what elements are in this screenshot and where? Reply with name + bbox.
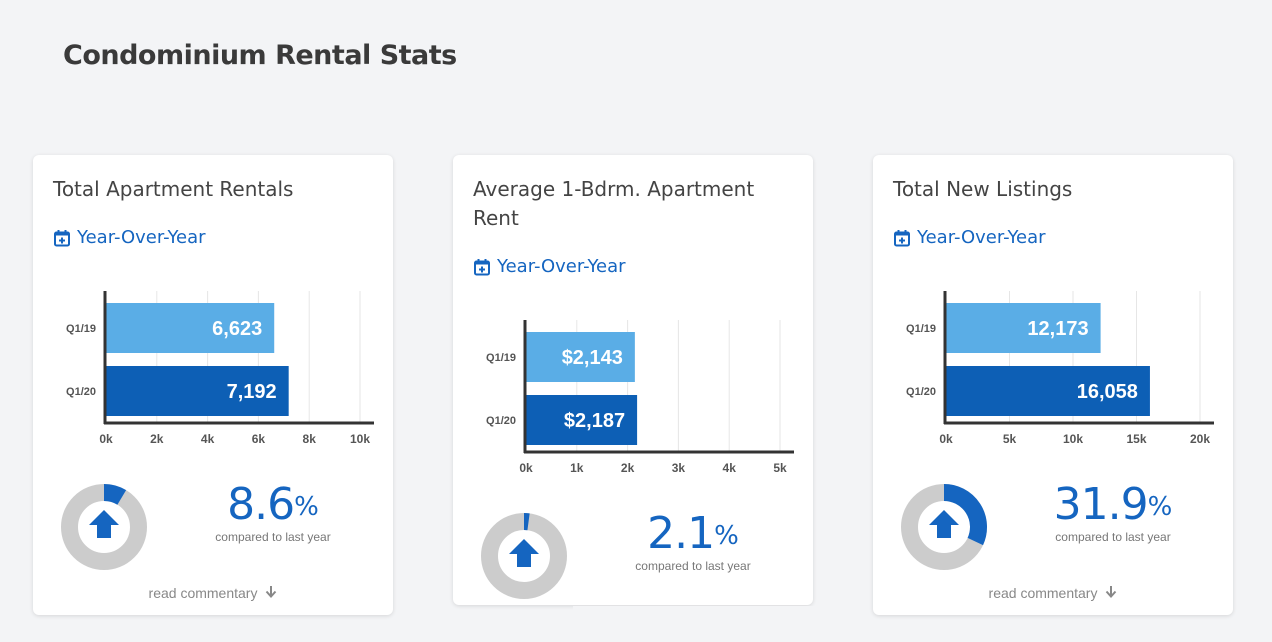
commentary-label: read commentary [148,585,258,601]
bar-chart: 0k 2k 4k 6k 8k 10k Q1/19 6,623 Q1/20 7,192 [33,285,393,455]
stat-value: 8.6 [227,479,295,530]
x-tick-label: 5k [773,461,787,475]
x-tick-label: 2k [150,432,164,446]
stat-caption: compared to last year [215,530,331,544]
bar [106,366,289,416]
category-label: Q1/19 [906,323,936,335]
change-stat: 31.9% compared to last year [1023,479,1203,545]
commentary-label: read commentary [988,585,1098,601]
arrow-up-icon [509,539,539,567]
stat-value: 2.1 [647,508,715,559]
page-background [573,606,833,626]
bar-chart-svg: 0k 1k 2k 3k 4k 5k Q1/19 $2,143 Q1/20 $2,187 [486,320,794,475]
x-tick-label: 2k [621,461,635,475]
period-label: Year-Over-Year [497,256,626,277]
category-label: Q1/20 [66,386,96,398]
card-title: Total Apartment Rentals [53,177,294,201]
stat-value: 31.9 [1053,479,1149,530]
stat-caption: compared to last year [635,559,751,573]
bar-chart: 0k 1k 2k 3k 4k 5k Q1/19 $2,143 Q1/20 $2,187 [453,314,813,484]
read-commentary-link[interactable]: read commentary [873,585,1233,601]
x-tick-label: 6k [252,432,266,446]
calendar-plus-icon [473,258,491,276]
bar-value-label: 7,192 [227,381,277,403]
bar [526,395,638,445]
category-label: Q1/19 [66,323,96,335]
donut-value-arc [943,484,987,546]
card-title: Total New Listings [893,177,1073,201]
arrow-up-icon [929,510,959,538]
arrow-down-icon [265,585,277,601]
x-tick-label: 15k [1126,432,1146,446]
bar-value-label: 16,058 [1077,381,1138,403]
change-donut [479,511,569,601]
bar [946,303,1101,353]
card-total-new-listings: Total New Listings Year-Over-Year 0k 5k 10… [873,155,1233,615]
card-total-apartment-rentals: Total Apartment Rentals Year-Over-Year 0… [33,155,393,615]
x-tick-label: 10k [350,432,370,446]
x-tick-label: 4k [723,461,737,475]
bar-value-label: $2,187 [564,410,625,432]
stat-caption: compared to last year [1055,530,1171,544]
bar-value-label: 12,173 [1027,318,1088,340]
period-label: Year-Over-Year [917,227,1046,248]
change-stat: 2.1% compared to last year [603,508,783,574]
x-tick-label: 8k [303,432,317,446]
x-tick-label: 3k [672,461,686,475]
stat-unit: % [294,492,319,522]
card-average-1-bdrm-rent: Average 1-Bdrm. Apartment Rent Year-Over… [453,155,813,605]
bar-value-label: $2,143 [562,347,623,369]
calendar-plus-icon [893,229,911,247]
bar-chart-svg: 0k 2k 4k 6k 8k 10k Q1/19 6,623 Q1/20 7,192 [66,291,374,446]
change-donut [899,482,989,572]
arrow-up-icon [89,510,119,538]
category-label: Q1/19 [486,352,516,364]
period-label: Year-Over-Year [77,227,206,248]
year-over-year-link[interactable]: Year-Over-Year [53,227,206,248]
donut-value-arc [103,484,127,505]
stat-unit: % [714,521,739,551]
x-tick-label: 1k [570,461,584,475]
page-title: Condominium Rental Stats [63,40,457,72]
calendar-plus-icon [53,229,71,247]
category-label: Q1/20 [906,386,936,398]
bar [946,366,1150,416]
change-donut [59,482,149,572]
x-tick-label: 5k [1003,432,1017,446]
x-tick-label: 0k [939,432,953,446]
stat-unit: % [1147,492,1173,522]
bar [526,332,635,382]
x-tick-label: 0k [99,432,113,446]
read-commentary-link[interactable]: read commentary [33,585,393,601]
category-label: Q1/20 [486,415,516,427]
year-over-year-link[interactable]: Year-Over-Year [893,227,1046,248]
x-tick-label: 10k [1063,432,1083,446]
x-tick-label: 20k [1190,432,1210,446]
bar-chart: 0k 5k 10k 15k 20k Q1/19 12,173 Q1/20 16,058 [873,285,1233,455]
bar-chart-svg: 0k 5k 10k 15k 20k Q1/19 12,173 Q1/20 16,058 [906,291,1214,446]
x-tick-label: 0k [519,461,533,475]
card-title: Average 1-Bdrm. Apartment Rent [473,177,755,230]
change-stat: 8.6% compared to last year [183,479,363,545]
year-over-year-link[interactable]: Year-Over-Year [473,256,626,277]
bar-value-label: 6,623 [212,318,262,340]
x-tick-label: 4k [201,432,215,446]
arrow-down-icon [1105,585,1117,601]
bar [106,303,275,353]
